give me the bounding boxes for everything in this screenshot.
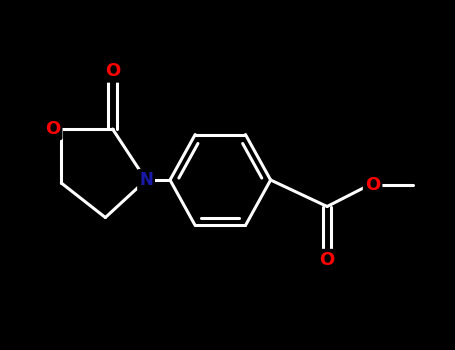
Text: N: N: [139, 171, 153, 189]
Text: O: O: [45, 120, 61, 138]
Text: O: O: [319, 251, 335, 269]
Text: O: O: [105, 63, 120, 80]
Text: O: O: [365, 175, 380, 194]
